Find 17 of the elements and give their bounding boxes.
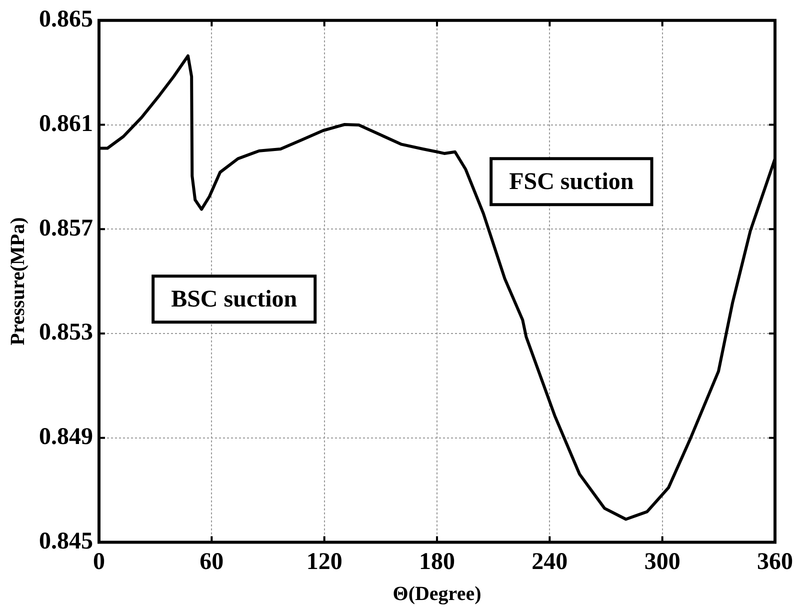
x-tick-label: 360 (757, 548, 793, 575)
annotation: FSC suction (509, 168, 634, 195)
x-tick-label: 300 (644, 548, 680, 575)
y-tick-label: 0.849 (39, 424, 93, 450)
x-tick-label: 180 (419, 548, 455, 575)
x-tick-label: 240 (532, 548, 568, 575)
y-tick-label: 0.865 (39, 6, 93, 33)
y-tick-label: 0.857 (39, 215, 93, 242)
y-axis-title: Pressure(MPa) (7, 217, 30, 346)
y-tick-label: 0.861 (39, 110, 93, 137)
x-tick-label: 0 (93, 548, 105, 575)
annotation: BSC suction (171, 286, 298, 312)
x-axis-title: Θ(Degree) (392, 583, 482, 606)
y-tick-label: 0.845 (39, 528, 93, 554)
x-tick-label: 60 (200, 548, 224, 575)
x-tick-label: 120 (306, 548, 342, 575)
y-tick-label: 0.853 (39, 320, 93, 346)
